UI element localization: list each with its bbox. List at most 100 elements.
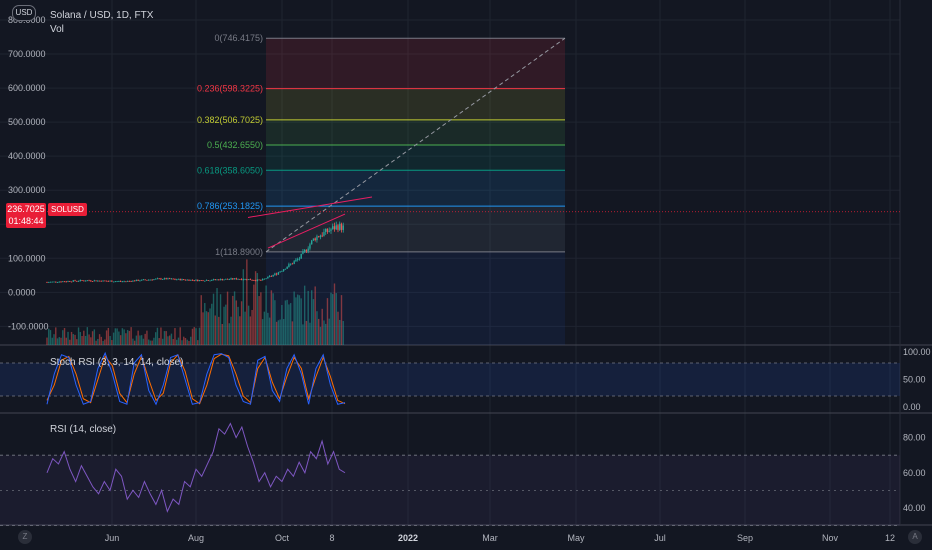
trend-line — [265, 37, 566, 253]
volume-bar — [51, 337, 53, 345]
candle-body — [158, 278, 160, 280]
price-tick: 300.0000 — [8, 185, 46, 195]
candle-body — [332, 226, 334, 230]
volume-bar — [268, 317, 271, 345]
volume-bar — [128, 330, 131, 345]
volume-bars — [46, 259, 344, 345]
volume-bar — [253, 284, 255, 345]
volume-bar — [121, 328, 124, 345]
candle-body — [279, 271, 281, 273]
candle-body — [339, 223, 341, 230]
volume-bar — [149, 340, 152, 345]
candle-body — [296, 259, 299, 260]
candle-body — [128, 280, 131, 282]
candle-body — [121, 281, 124, 283]
volume-bar — [314, 286, 316, 345]
volume-bar — [126, 330, 129, 345]
volume-bar — [102, 340, 104, 345]
rsi-label[interactable]: RSI (14, close) — [50, 424, 117, 435]
candle-body — [211, 280, 213, 281]
volume-bar — [154, 332, 157, 345]
candle-body — [190, 279, 192, 281]
candle-body — [239, 278, 241, 280]
time-tick: May — [567, 533, 585, 543]
volume-bar — [98, 334, 101, 345]
candle-body — [205, 280, 208, 281]
candle-body — [95, 280, 97, 282]
volume-bar — [130, 327, 132, 345]
currency-badge[interactable]: USD — [12, 5, 36, 21]
volume-bar — [267, 312, 269, 345]
candle-body — [111, 280, 113, 282]
volume-bar — [326, 298, 329, 345]
fib-trend-line[interactable] — [47, 37, 900, 253]
candle-body — [79, 280, 82, 282]
candle-body — [91, 281, 94, 282]
time-axis[interactable]: Jun Aug Oct 8 2022 Mar May Jul Sep Nov 12 — [105, 533, 895, 543]
price-candles — [46, 221, 344, 283]
volume-bar — [211, 303, 213, 345]
volume-bar — [303, 285, 306, 345]
symbol-title[interactable]: Solana / USD, 1D, FTX — [50, 10, 154, 21]
candle-body — [147, 279, 150, 281]
auto-scale-button[interactable]: A — [908, 530, 922, 544]
volume-bar — [242, 269, 245, 345]
candle-body — [286, 266, 288, 269]
volume-bar — [88, 334, 90, 345]
volume-bar — [265, 285, 267, 345]
volume-bar — [310, 290, 313, 345]
volume-bar — [176, 339, 178, 345]
fibonacci-zones — [266, 38, 565, 345]
candle-body — [119, 281, 122, 282]
stoch-rsi-label[interactable]: Stoch RSI (3, 3, 14, 14, close) — [50, 357, 184, 368]
volume-bar — [321, 308, 323, 345]
candle-body — [226, 278, 229, 280]
candle-body — [270, 276, 273, 277]
volume-bar — [323, 320, 325, 345]
volume-bar — [48, 328, 50, 345]
candle-body — [177, 278, 180, 280]
candle-body — [183, 279, 185, 280]
time-tick: 8 — [329, 533, 334, 543]
price-tick: 400.0000 — [8, 151, 46, 161]
volume-bar — [139, 335, 141, 345]
candle-body — [104, 280, 106, 282]
candle-body — [60, 281, 62, 283]
candle-body — [195, 279, 197, 281]
candle-body — [135, 279, 138, 282]
volume-bar — [112, 332, 115, 345]
candle-body — [258, 279, 260, 281]
rsi-tick: 60.00 — [903, 468, 926, 478]
volume-bar — [158, 338, 160, 345]
time-tick: Aug — [188, 533, 204, 543]
volume-bar — [307, 290, 309, 345]
candle-body — [225, 278, 227, 280]
candle-body — [149, 279, 152, 281]
candle-body — [112, 281, 115, 283]
volume-bar — [226, 291, 229, 345]
candle-body — [282, 269, 285, 271]
candle-body — [126, 280, 129, 282]
volume-bar — [207, 312, 209, 345]
volume-bar — [197, 340, 199, 345]
volume-label[interactable]: Vol — [50, 24, 64, 35]
candle-body — [81, 280, 83, 281]
volume-bar — [123, 329, 125, 345]
volume-bar — [161, 338, 164, 345]
volume-bar — [282, 319, 285, 345]
volume-bar — [312, 299, 315, 345]
candle-body — [328, 230, 330, 232]
volume-bar — [169, 335, 171, 345]
fib-level-label: 0.236(598.3225) — [197, 84, 263, 94]
volume-bar — [170, 333, 173, 345]
zoom-button[interactable]: Z — [18, 530, 32, 544]
fib-level-label: 0.382(506.7025) — [197, 115, 263, 125]
volume-bar — [330, 292, 332, 345]
candle-body — [305, 249, 308, 251]
volume-bar — [256, 273, 259, 345]
candle-body — [137, 279, 139, 281]
volume-bar — [183, 336, 185, 345]
candle-body — [240, 279, 243, 280]
volume-bar — [258, 296, 260, 345]
